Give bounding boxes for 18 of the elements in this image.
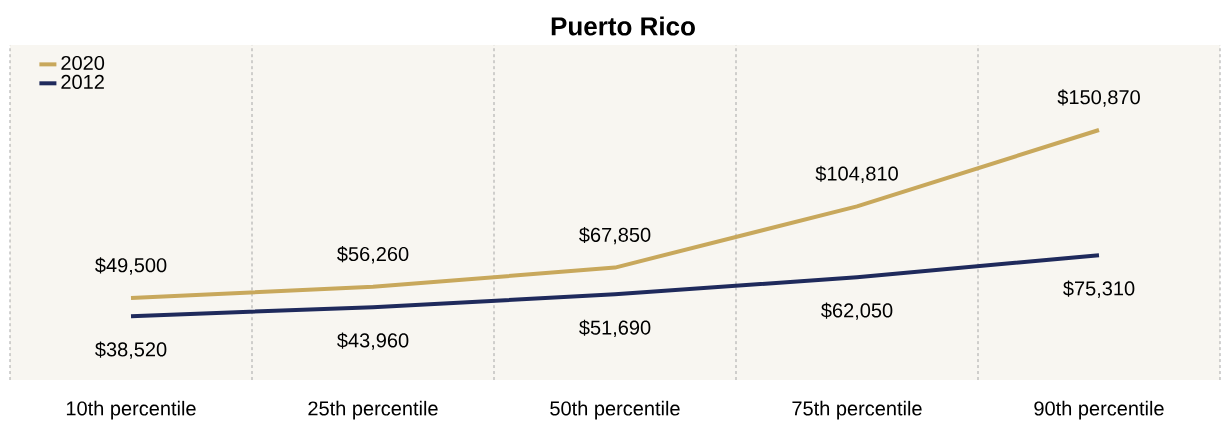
x-tick-label: 75th percentile [792,400,922,420]
data-label: $43,960 [337,332,409,350]
data-label: $38,520 [95,341,167,359]
legend-label: 2012 [61,74,104,89]
data-label: $150,870 [1057,89,1140,107]
chart-title: Puerto Rico [551,16,695,36]
data-label: $56,260 [337,246,409,264]
x-tick-label: 10th percentile [66,400,196,420]
x-tick-label: 50th percentile [550,400,680,420]
x-tick-label: 25th percentile [308,400,438,420]
data-label: $62,050 [821,302,893,320]
data-label: $49,500 [95,257,167,275]
data-label: $104,810 [815,165,898,184]
data-label: $67,850 [579,226,651,245]
data-label: $51,690 [579,319,651,338]
x-tick-label: 90th percentile [1034,400,1164,420]
data-label: $75,310 [1063,280,1135,298]
legend-label: 2020 [61,55,105,71]
